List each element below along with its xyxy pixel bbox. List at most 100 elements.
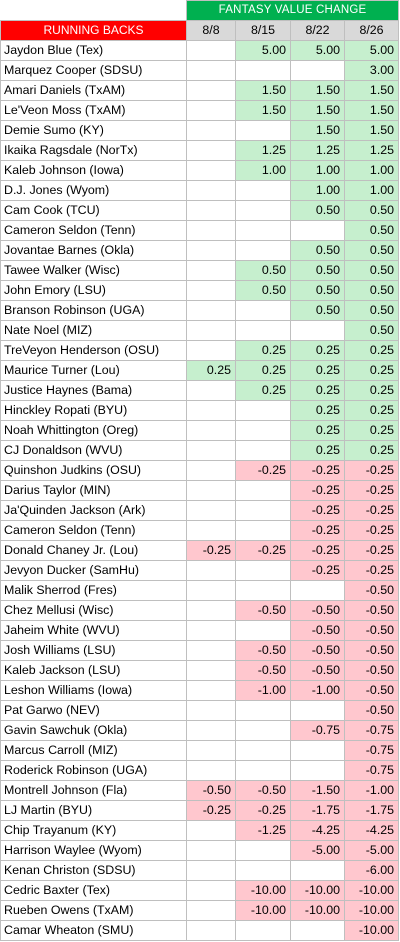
player-name-cell[interactable]: Rueben Owens (TxAM) xyxy=(0,900,187,921)
value-cell-0[interactable] xyxy=(186,500,236,521)
player-name-cell[interactable]: Cameron Seldon (Tenn) xyxy=(0,220,187,241)
value-cell-3[interactable]: -0.25 xyxy=(343,480,400,501)
value-cell-1[interactable]: 0.25 xyxy=(235,340,291,361)
value-cell-2[interactable] xyxy=(290,220,345,241)
value-cell-1[interactable] xyxy=(235,60,291,81)
value-cell-1[interactable]: -10.00 xyxy=(235,880,291,901)
value-cell-0[interactable] xyxy=(186,460,236,481)
value-cell-2[interactable]: -1.50 xyxy=(290,780,345,801)
player-name-cell[interactable]: Cam Cook (TCU) xyxy=(0,200,187,221)
value-cell-0[interactable] xyxy=(186,140,236,161)
value-cell-0[interactable] xyxy=(186,440,236,461)
value-cell-3[interactable]: 0.25 xyxy=(343,420,400,441)
value-cell-1[interactable] xyxy=(235,920,291,941)
value-cell-1[interactable] xyxy=(235,320,291,341)
value-cell-3[interactable]: 0.25 xyxy=(343,440,400,461)
value-cell-1[interactable] xyxy=(235,220,291,241)
value-cell-0[interactable] xyxy=(186,740,236,761)
value-cell-3[interactable]: 0.25 xyxy=(343,400,400,421)
value-cell-0[interactable] xyxy=(186,340,236,361)
value-cell-2[interactable]: -0.25 xyxy=(290,460,345,481)
player-name-cell[interactable]: Jevyon Ducker (SamHu) xyxy=(0,560,187,581)
value-cell-2[interactable]: -1.00 xyxy=(290,680,345,701)
value-cell-1[interactable]: -0.50 xyxy=(235,660,291,681)
value-cell-0[interactable]: -0.25 xyxy=(186,800,236,821)
player-name-cell[interactable]: Cedric Baxter (Tex) xyxy=(0,880,187,901)
value-cell-3[interactable]: 0.25 xyxy=(343,380,400,401)
value-cell-1[interactable]: 0.25 xyxy=(235,380,291,401)
value-cell-1[interactable]: -10.00 xyxy=(235,900,291,921)
value-cell-1[interactable] xyxy=(235,180,291,201)
value-cell-2[interactable]: 0.25 xyxy=(290,340,345,361)
value-cell-0[interactable] xyxy=(186,880,236,901)
value-cell-2[interactable]: -0.50 xyxy=(290,660,345,681)
value-cell-2[interactable]: -4.25 xyxy=(290,820,345,841)
value-cell-0[interactable] xyxy=(186,920,236,941)
value-cell-3[interactable]: -0.50 xyxy=(343,620,400,641)
value-cell-0[interactable] xyxy=(186,640,236,661)
value-cell-3[interactable]: 3.00 xyxy=(343,60,400,81)
value-cell-2[interactable]: 1.00 xyxy=(290,160,345,181)
value-cell-0[interactable] xyxy=(186,660,236,681)
player-name-cell[interactable]: Demie Sumo (KY) xyxy=(0,120,187,141)
value-cell-0[interactable] xyxy=(186,620,236,641)
value-cell-1[interactable] xyxy=(235,700,291,721)
value-cell-0[interactable] xyxy=(186,260,236,281)
player-name-cell[interactable]: Ikaika Ragsdale (NorTx) xyxy=(0,140,187,161)
player-name-cell[interactable]: Tawee Walker (Wisc) xyxy=(0,260,187,281)
value-cell-3[interactable]: -1.00 xyxy=(343,780,400,801)
player-name-cell[interactable]: Kenan Christon (SDSU) xyxy=(0,860,187,881)
value-cell-2[interactable] xyxy=(290,60,345,81)
player-name-cell[interactable]: Marcus Carroll (MIZ) xyxy=(0,740,187,761)
value-cell-3[interactable]: -10.00 xyxy=(343,900,400,921)
value-cell-3[interactable]: 0.50 xyxy=(343,200,400,221)
player-name-cell[interactable]: Justice Haynes (Bama) xyxy=(0,380,187,401)
value-cell-0[interactable]: 0.25 xyxy=(186,360,236,381)
value-cell-3[interactable]: -0.75 xyxy=(343,740,400,761)
value-cell-0[interactable] xyxy=(186,820,236,841)
player-name-cell[interactable]: Marquez Cooper (SDSU) xyxy=(0,60,187,81)
value-cell-1[interactable] xyxy=(235,500,291,521)
value-cell-2[interactable]: 1.50 xyxy=(290,100,345,121)
value-cell-0[interactable] xyxy=(186,520,236,541)
value-cell-3[interactable]: -10.00 xyxy=(343,880,400,901)
value-cell-0[interactable] xyxy=(186,200,236,221)
value-cell-2[interactable]: 0.25 xyxy=(290,360,345,381)
player-name-cell[interactable]: Kaleb Jackson (LSU) xyxy=(0,660,187,681)
value-cell-3[interactable]: -5.00 xyxy=(343,840,400,861)
value-cell-3[interactable]: 1.50 xyxy=(343,100,400,121)
value-cell-3[interactable]: -0.75 xyxy=(343,720,400,741)
value-cell-0[interactable] xyxy=(186,560,236,581)
value-cell-0[interactable] xyxy=(186,240,236,261)
player-name-cell[interactable]: Branson Robinson (UGA) xyxy=(0,300,187,321)
value-cell-1[interactable] xyxy=(235,440,291,461)
value-cell-0[interactable]: -0.25 xyxy=(186,540,236,561)
value-cell-0[interactable] xyxy=(186,420,236,441)
value-cell-3[interactable]: -0.50 xyxy=(343,600,400,621)
value-cell-0[interactable]: -0.50 xyxy=(186,780,236,801)
player-name-cell[interactable]: LJ Martin (BYU) xyxy=(0,800,187,821)
value-cell-1[interactable] xyxy=(235,560,291,581)
value-cell-0[interactable] xyxy=(186,760,236,781)
player-name-cell[interactable]: Roderick Robinson (UGA) xyxy=(0,760,187,781)
value-cell-3[interactable]: 0.50 xyxy=(343,320,400,341)
value-cell-2[interactable]: -0.75 xyxy=(290,720,345,741)
value-cell-1[interactable]: -0.50 xyxy=(235,780,291,801)
value-cell-2[interactable]: 1.50 xyxy=(290,80,345,101)
value-cell-2[interactable] xyxy=(290,580,345,601)
value-cell-2[interactable]: 0.50 xyxy=(290,240,345,261)
value-cell-1[interactable] xyxy=(235,860,291,881)
value-cell-3[interactable]: 0.25 xyxy=(343,360,400,381)
value-cell-0[interactable] xyxy=(186,40,236,61)
value-cell-0[interactable] xyxy=(186,480,236,501)
player-name-cell[interactable]: Ja'Quinden Jackson (Ark) xyxy=(0,500,187,521)
value-cell-1[interactable] xyxy=(235,120,291,141)
value-cell-1[interactable]: -0.25 xyxy=(235,800,291,821)
player-name-cell[interactable]: Kaleb Johnson (Iowa) xyxy=(0,160,187,181)
value-cell-3[interactable]: 0.50 xyxy=(343,300,400,321)
value-cell-1[interactable] xyxy=(235,840,291,861)
value-cell-2[interactable]: 0.25 xyxy=(290,420,345,441)
value-cell-2[interactable]: 0.50 xyxy=(290,300,345,321)
value-cell-3[interactable]: 5.00 xyxy=(343,40,400,61)
value-cell-2[interactable] xyxy=(290,740,345,761)
